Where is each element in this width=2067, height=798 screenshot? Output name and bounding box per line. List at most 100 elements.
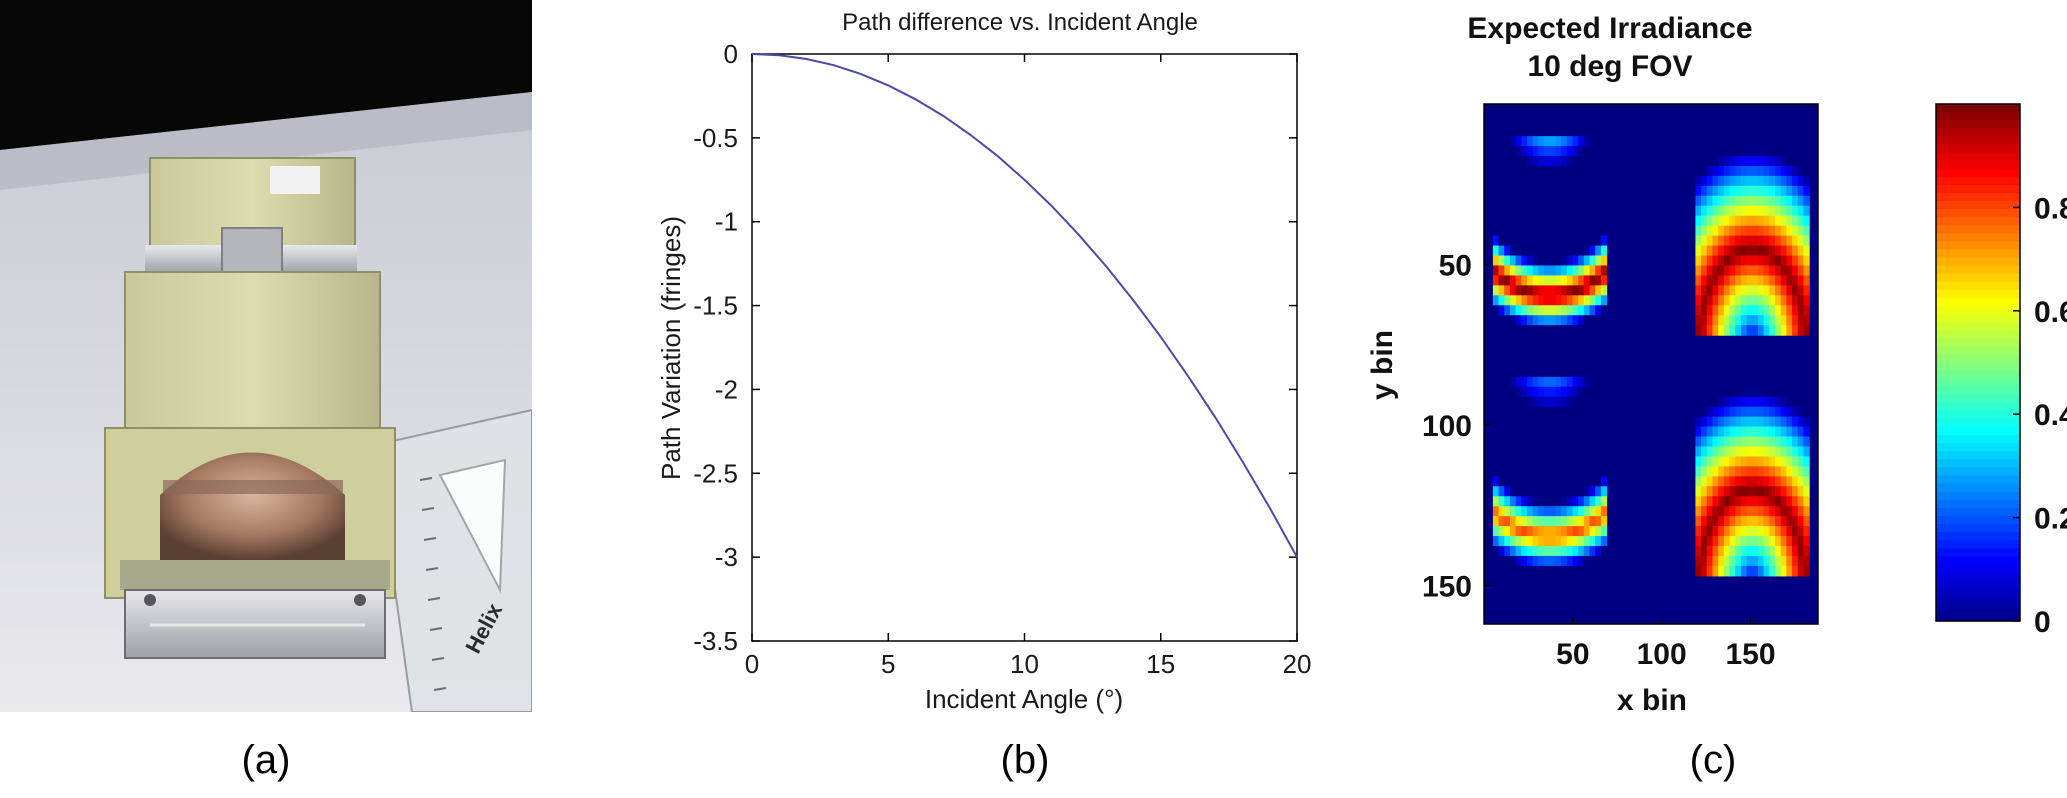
heatmap-cell — [1526, 315, 1534, 326]
heatmap-cell — [1561, 205, 1568, 217]
heatmap-cell — [1526, 275, 1534, 286]
heatmap-cell — [1515, 436, 1522, 448]
heatmap-cell — [1735, 466, 1742, 477]
heatmap-cell — [1780, 466, 1787, 477]
heatmap-cell — [1532, 225, 1539, 237]
heatmap-cell — [1786, 436, 1793, 448]
heatmap-cell — [1723, 156, 1731, 167]
heatmap-cell — [1712, 175, 1719, 187]
heatmap-cell — [1723, 185, 1731, 197]
heatmap-cell — [1792, 305, 1799, 316]
heatmap-cell — [1561, 406, 1568, 418]
heatmap-cell — [1786, 195, 1793, 207]
heatmap-cell — [1578, 225, 1585, 237]
colorbar-tick-label: 0.8 — [2034, 192, 2067, 225]
heatmap-cell — [1746, 456, 1753, 467]
heatmap-cell — [1763, 275, 1770, 286]
heatmap-cell — [1797, 255, 1805, 267]
heatmap-cell — [1695, 136, 1702, 147]
heatmap-cell — [1515, 325, 1522, 336]
heatmap-cell — [1757, 506, 1765, 517]
heatmap-cell — [1521, 476, 1528, 487]
heatmap-cell — [1735, 555, 1742, 567]
heatmap-cell — [1566, 205, 1574, 217]
heatmap-cell — [1757, 195, 1765, 207]
heatmap-cell — [1786, 146, 1793, 157]
heatmap-cell — [1775, 255, 1782, 267]
heatmap-cell — [1600, 446, 1608, 458]
heatmap-cell — [1740, 456, 1748, 467]
heatmap-cell — [1706, 466, 1714, 477]
heatmap-cell — [1578, 275, 1585, 286]
heatmap-cell — [1509, 376, 1517, 388]
heatmap-cell — [1492, 255, 1500, 267]
heatmap-cell — [1515, 215, 1522, 227]
heatmap-cell — [1757, 305, 1765, 316]
heatmap-cell — [1712, 486, 1719, 497]
colorbar-tick-label: 0.2 — [2034, 503, 2067, 536]
heatmap-cell — [1775, 436, 1782, 448]
heatmap-cell — [1566, 235, 1574, 247]
heatmap-cell — [1504, 265, 1511, 277]
heatmap-cell — [1775, 516, 1782, 527]
heatmap-cell — [1561, 376, 1568, 388]
heatmap-cell — [1555, 436, 1562, 448]
heatmap-cell — [1729, 235, 1736, 247]
heatmap-cell — [1803, 376, 1810, 388]
heatmap-cell — [1509, 245, 1517, 257]
heatmap-cell — [1746, 285, 1753, 296]
heatmap-cell — [1561, 156, 1568, 167]
heatmap-cell — [1538, 426, 1545, 438]
colorbar-swatch — [1936, 281, 2020, 291]
heatmap-cell — [1735, 446, 1742, 458]
heatmap-cell — [1729, 406, 1736, 418]
heatmap-cell — [1572, 386, 1579, 398]
heatmap-cell — [1589, 466, 1596, 477]
colorbar-swatch — [1936, 192, 2020, 202]
heatmap-cell — [1729, 195, 1736, 207]
heatmap-cell — [1712, 406, 1719, 418]
heatmap-cell — [1786, 255, 1793, 267]
colorbar-swatch — [1936, 475, 2020, 485]
heatmap-cell — [1561, 446, 1568, 458]
y-axis-label: Path Variation (fringes) — [656, 216, 686, 480]
heatmap-cell — [1786, 426, 1793, 438]
heatmap-cell — [1769, 555, 1776, 567]
y-tick-label: -2.5 — [693, 458, 738, 488]
heatmap-cell — [1706, 426, 1714, 438]
heatmap-cell — [1561, 175, 1568, 187]
heatmap-cell — [1701, 446, 1708, 458]
heatmap-cell — [1515, 225, 1522, 237]
heatmap-cell — [1695, 526, 1702, 537]
heatmap-cell — [1532, 446, 1539, 458]
heatmap-cell — [1706, 305, 1714, 316]
heatmap-cell — [1775, 486, 1782, 497]
heatmap-cell — [1526, 426, 1534, 438]
heatmap-cell — [1786, 506, 1793, 517]
heatmap-cell — [1509, 295, 1517, 306]
heatmap-cell — [1735, 175, 1742, 187]
heatmap-cell — [1780, 245, 1787, 257]
heatmap-cell — [1757, 275, 1765, 286]
heatmap-cell — [1492, 536, 1500, 547]
heatmap-cell — [1583, 496, 1591, 507]
heatmap-cell — [1566, 426, 1574, 438]
heatmap-cell — [1544, 555, 1551, 567]
colorbar-swatch — [1936, 540, 2020, 549]
heatmap-cell — [1757, 215, 1765, 227]
heatmap-cell — [1797, 215, 1805, 227]
heatmap-cell — [1695, 416, 1702, 428]
heatmap-cell — [1572, 426, 1579, 438]
heatmap-cell — [1752, 506, 1759, 517]
heatmap-cell — [1595, 285, 1602, 296]
heatmap-cell — [1549, 175, 1557, 187]
heatmap-cell — [1752, 406, 1759, 418]
heatmap-cell — [1769, 205, 1776, 217]
heatmap-cell — [1538, 156, 1545, 167]
heatmap-cell — [1735, 205, 1742, 217]
heatmap-cell — [1740, 146, 1748, 157]
heatmap-cell — [1780, 416, 1787, 428]
heatmap-cell — [1740, 235, 1748, 247]
heatmap-cell — [1712, 205, 1719, 217]
heatmap-cell — [1746, 255, 1753, 267]
